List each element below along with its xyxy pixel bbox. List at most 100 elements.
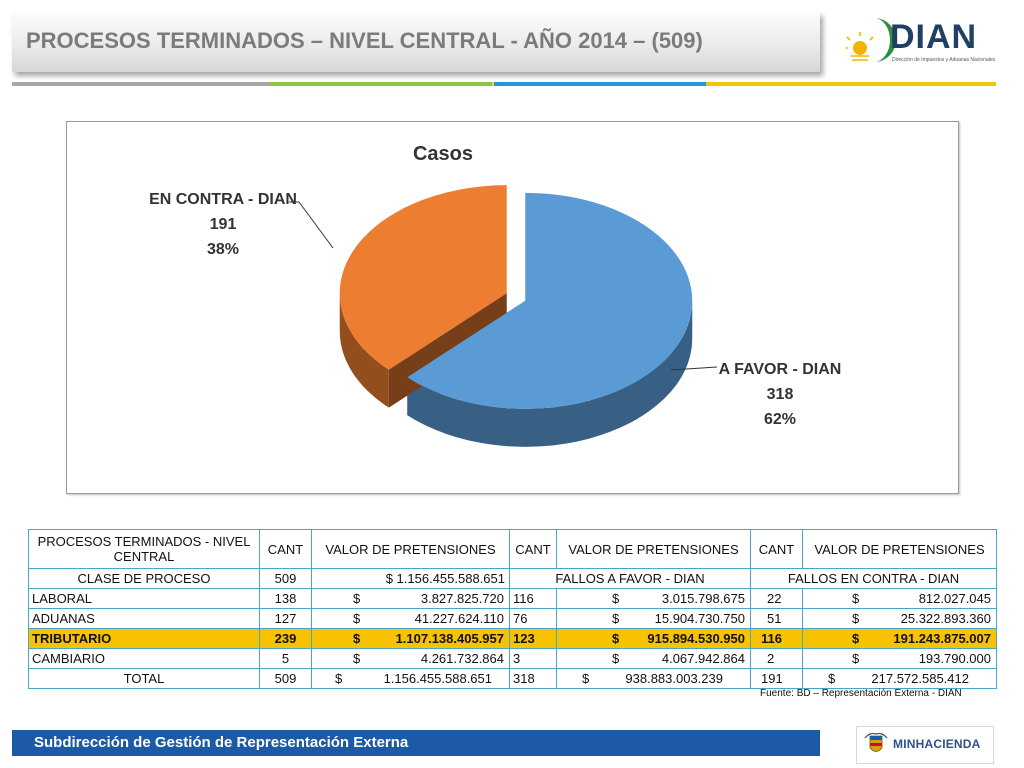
row-valor-favor: $3.015.798.675 — [556, 588, 751, 609]
row-cant-favor: 3 — [509, 648, 557, 669]
currency-symbol: $ — [612, 651, 620, 666]
row-valor: $41.227.624.110 — [311, 608, 510, 629]
row-valor-favor: $915.894.530.950 — [556, 628, 751, 649]
row-cant: 127 — [259, 608, 312, 629]
slice-percent-contra: 38% — [207, 241, 239, 258]
row-cant: 138 — [259, 588, 312, 609]
amount: 191.243.875.007 — [893, 631, 991, 646]
currency-symbol: $ — [353, 591, 361, 606]
row-cant-contra: 191 — [750, 668, 803, 689]
header-cell: VALOR DE PRETENSIONES — [556, 529, 751, 569]
currency-symbol: $ — [353, 611, 361, 626]
row-valor: $1.156.455.588.651 — [311, 668, 510, 689]
row-valor-favor: $15.904.730.750 — [556, 608, 751, 629]
page-title: PROCESOS TERMINADOS – NIVEL CENTRAL - AÑ… — [26, 28, 703, 53]
currency-symbol: $ — [828, 671, 836, 686]
row-cant: 5 — [259, 648, 312, 669]
row-valor: $1.107.138.405.957 — [311, 628, 510, 649]
row-cant-favor: 318 — [509, 668, 557, 689]
ministry-name: MINHACIENDA — [893, 737, 981, 751]
row-valor: $3.827.825.720 — [311, 588, 510, 609]
amount: 25.322.893.360 — [900, 611, 991, 626]
slice-side-1-0 — [339, 293, 389, 408]
source-note: Fuente: BD – Representación Externa - DI… — [760, 688, 962, 699]
stripe-gray — [12, 82, 270, 86]
currency-symbol: $ — [335, 671, 343, 686]
table-row: CAMBIARIO 5 $4.261.732.864 3 $4.067.942.… — [28, 648, 997, 669]
logo-subtext: Dirección de Impuestos y Aduanas Naciona… — [892, 57, 996, 63]
row-valor: $4.261.732.864 — [311, 648, 510, 669]
dian-emblem-icon — [844, 18, 896, 62]
header-cell: VALOR DE PRETENSIONES — [802, 529, 997, 569]
amount: 812.027.045 — [918, 591, 991, 606]
row-name: TOTAL — [28, 668, 260, 689]
slice-top-0 — [407, 192, 693, 409]
stripe-green — [270, 82, 492, 86]
currency-symbol: $ — [353, 631, 361, 646]
row-valor-contra: $25.322.893.360 — [802, 608, 997, 629]
row-cant: 509 — [259, 668, 312, 689]
amount: 3.015.798.675 — [661, 591, 745, 606]
row-cant-contra: 2 — [750, 648, 803, 669]
coat-of-arms-icon — [864, 732, 888, 752]
row-valor-favor: $4.067.942.864 — [556, 648, 751, 669]
amount: 1.156.455.588.651 — [383, 671, 492, 686]
currency-symbol: $ — [612, 591, 620, 606]
stripe-blue — [494, 82, 706, 86]
row-cant-favor: 123 — [509, 628, 557, 649]
amount: 217.572.585.412 — [871, 671, 969, 686]
total-valor-cell: $ 1.156.455.588.651 — [311, 568, 510, 589]
pie-chart-svg: Casos EN CONTRA - DIAN 191 38% A FAVOR -… — [149, 143, 842, 447]
row-cant-contra: 51 — [750, 608, 803, 629]
currency-symbol: $ — [852, 651, 860, 666]
header-cell: CANT — [750, 529, 803, 569]
amount: 915.894.530.950 — [647, 631, 745, 646]
row-cant-contra: 22 — [750, 588, 803, 609]
table-header-row: PROCESOS TERMINADOS - NIVEL CENTRAL CANT… — [28, 529, 997, 569]
footer-text: Subdirección de Gestión de Representació… — [34, 734, 409, 751]
row-valor-contra: $191.243.875.007 — [802, 628, 997, 649]
currency-symbol: $ — [353, 651, 361, 666]
stripe-yellow — [706, 82, 996, 86]
chart-title: Casos — [413, 143, 473, 165]
currency-symbol: $ — [852, 591, 860, 606]
table-row: ADUANAS 127 $41.227.624.110 76 $15.904.7… — [28, 608, 997, 629]
slice-value-contra: 191 — [210, 216, 237, 233]
slice-label-contra: EN CONTRA - DIAN — [149, 191, 297, 208]
minhacienda-logo: MINHACIENDA — [856, 726, 994, 764]
contra-leader-line-2 — [298, 201, 334, 249]
currency-symbol: $ — [852, 631, 860, 646]
header-cell: CANT — [259, 529, 312, 569]
amount: 1.107.138.405.957 — [395, 631, 504, 646]
currency-symbol: $ — [612, 631, 620, 646]
row-valor-contra: $217.572.585.412 — [802, 668, 997, 689]
table-row-highlighted: TRIBUTARIO 239 $1.107.138.405.957 123 $9… — [28, 628, 997, 649]
row-valor-favor: $938.883.003.239 — [556, 668, 751, 689]
dian-logo: DIAN Dirección de Impuestos y Aduanas Na… — [844, 12, 996, 70]
procesos-table: PROCESOS TERMINADOS - NIVEL CENTRAL CANT… — [28, 529, 997, 689]
slice-side-0-0 — [407, 300, 693, 447]
row-cant-favor: 116 — [509, 588, 557, 609]
table-row: LABORAL 138 $3.827.825.720 116 $3.015.79… — [28, 588, 997, 609]
logo-text: DIAN — [890, 18, 978, 56]
footer-bar: Subdirección de Gestión de Representació… — [12, 730, 820, 756]
table-subheader-row: CLASE DE PROCESO 509 $ 1.156.455.588.651… — [28, 568, 997, 589]
fallos-contra-cell: FALLOS EN CONTRA - DIAN — [750, 568, 997, 589]
favor-leader-line — [670, 366, 718, 371]
currency-symbol: $ — [582, 671, 590, 686]
fallos-favor-cell: FALLOS A FAVOR - DIAN — [509, 568, 751, 589]
header-cell: VALOR DE PRETENSIONES — [311, 529, 510, 569]
slice-value-favor: 318 — [767, 386, 794, 403]
slice-top-1 — [339, 185, 507, 370]
total-cant-cell: 509 — [259, 568, 312, 589]
row-name: LABORAL — [28, 588, 260, 609]
slice-label-favor: A FAVOR - DIAN — [719, 361, 842, 378]
table-total-row: TOTAL 509 $1.156.455.588.651 318 $938.88… — [28, 668, 997, 689]
row-name: CAMBIARIO — [28, 648, 260, 669]
row-cant: 239 — [259, 628, 312, 649]
slice-percent-favor: 62% — [764, 411, 796, 428]
row-valor-contra: $193.790.000 — [802, 648, 997, 669]
header-cell: CANT — [509, 529, 557, 569]
currency-symbol: $ — [612, 611, 620, 626]
amount: 4.261.732.864 — [420, 651, 504, 666]
